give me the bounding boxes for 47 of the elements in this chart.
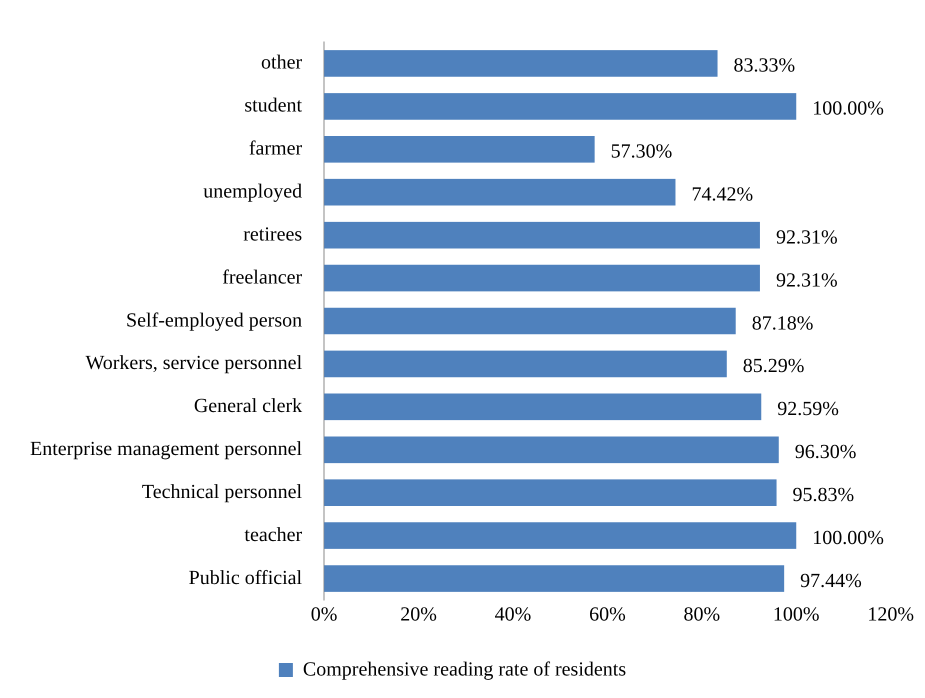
y-tick-label: Technical personnel bbox=[142, 480, 303, 503]
data-label: 96.30% bbox=[794, 441, 856, 464]
data-label: 87.18% bbox=[752, 312, 814, 334]
bar bbox=[324, 136, 595, 163]
y-tick-label: farmer bbox=[248, 138, 302, 160]
legend-label: Comprehensive reading rate of residents bbox=[302, 658, 626, 680]
data-label: 97.44% bbox=[800, 570, 862, 592]
data-label: 100.00% bbox=[812, 526, 884, 549]
y-tick-label: retirees bbox=[243, 223, 302, 246]
bar bbox=[324, 522, 796, 549]
bar bbox=[324, 565, 784, 592]
bar bbox=[324, 264, 760, 292]
bar bbox=[324, 93, 796, 120]
x-tick-label: 120% bbox=[867, 603, 914, 626]
bar bbox=[324, 50, 718, 77]
bar bbox=[324, 479, 777, 506]
x-tick-label: 60% bbox=[589, 603, 626, 626]
x-tick-label: 40% bbox=[494, 603, 532, 626]
data-label: 92.31% bbox=[776, 226, 838, 248]
x-tick-label: 80% bbox=[683, 603, 720, 626]
data-label: 57.30% bbox=[610, 140, 672, 163]
y-tick-label: student bbox=[244, 94, 303, 117]
data-label: 92.31% bbox=[776, 269, 838, 292]
data-label: 83.33% bbox=[734, 54, 796, 77]
x-tick-label: 0% bbox=[310, 603, 338, 626]
bar bbox=[324, 178, 676, 206]
data-label: 95.83% bbox=[792, 484, 854, 506]
data-label: 74.42% bbox=[691, 183, 754, 206]
data-label: 100.00% bbox=[812, 98, 884, 120]
y-tick-label: teacher bbox=[244, 524, 302, 546]
bar bbox=[324, 308, 736, 334]
x-tick-label: 100% bbox=[772, 603, 820, 626]
y-tick-label: Self-employed person bbox=[126, 309, 302, 332]
y-tick-label: General clerk bbox=[194, 395, 302, 418]
x-tick-label: 20% bbox=[400, 603, 437, 626]
y-tick-label: Workers, service personnel bbox=[85, 352, 303, 374]
bar bbox=[324, 394, 762, 420]
y-tick-label: Public official bbox=[188, 566, 303, 589]
bar bbox=[324, 222, 760, 248]
y-tick-label: freelancer bbox=[222, 266, 302, 288]
bar bbox=[324, 436, 779, 464]
y-tick-label: other bbox=[261, 52, 302, 74]
y-tick-label: unemployed bbox=[203, 180, 302, 202]
data-label: 85.29% bbox=[742, 355, 804, 378]
y-tick-label: Enterprise management personnel bbox=[30, 438, 303, 460]
data-label: 92.59% bbox=[777, 398, 839, 420]
bar bbox=[324, 350, 727, 378]
